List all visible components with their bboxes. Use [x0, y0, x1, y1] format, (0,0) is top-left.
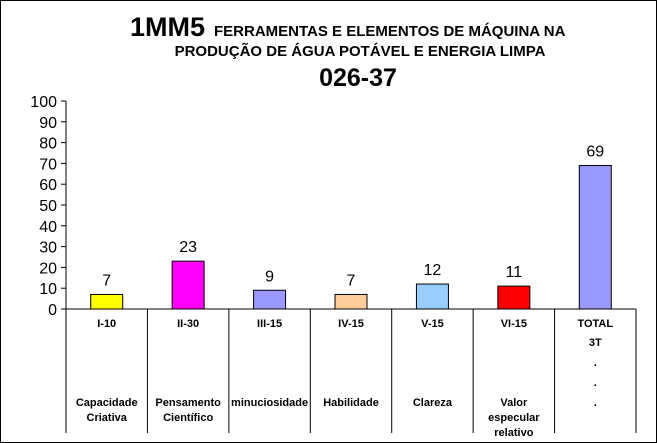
y-tick-label: 100 [30, 94, 57, 111]
value-label: 9 [265, 268, 274, 285]
value-label: 23 [179, 239, 197, 256]
y-tick-label: 60 [39, 177, 57, 194]
category-description: Habilidade [323, 397, 379, 409]
total-note: 3T [589, 337, 602, 349]
chart-title-code: 1MM5 [130, 12, 205, 42]
y-tick-label: 70 [39, 156, 57, 173]
category-description: minuciosidade [231, 397, 308, 409]
bar [334, 293, 368, 310]
category-description: Pensamento Científico [155, 397, 221, 424]
y-tick-label: 50 [39, 198, 57, 215]
value-label: 7 [102, 272, 111, 289]
value-label: 69 [586, 143, 604, 160]
y-tick-label: 80 [39, 136, 57, 153]
category-description: Capacidade Criativa [76, 397, 138, 424]
bar [415, 283, 449, 310]
bar [497, 285, 531, 310]
bar [90, 293, 124, 310]
value-label: 12 [424, 262, 442, 279]
chart-title-line: PRODUÇÃO DE ÁGUA POTÁVEL E ENERGIA LIMPA [175, 42, 546, 60]
category-description: Clareza [413, 397, 453, 409]
y-tick-label: 40 [39, 219, 57, 236]
total-note: . [594, 357, 597, 369]
y-tick-label: 0 [48, 302, 57, 319]
category-description: Valor especular relativo [488, 397, 540, 439]
category-label: II-30 [177, 318, 199, 330]
chart-subtitle: 026-37 [319, 64, 397, 92]
category-label: VI-15 [501, 318, 527, 330]
total-note: . [594, 377, 597, 389]
bar [253, 289, 287, 310]
category-label: V-15 [421, 318, 444, 330]
y-tick-label: 20 [39, 260, 57, 277]
chart-title: FERRAMENTAS E ELEMENTOS DE MÁQUINA NA [214, 23, 566, 40]
category-label: TOTAL [577, 318, 613, 330]
y-tick-label: 10 [39, 281, 57, 298]
bar [578, 164, 612, 310]
category-label: IV-15 [338, 318, 364, 330]
value-label: 7 [347, 272, 356, 289]
y-tick-label: 90 [39, 115, 57, 132]
category-label: I-10 [97, 318, 116, 330]
category-description: . [594, 397, 597, 409]
bar [171, 260, 205, 310]
y-tick-label: 30 [39, 240, 57, 257]
category-label: III-15 [257, 318, 282, 330]
value-label: 11 [506, 264, 523, 281]
